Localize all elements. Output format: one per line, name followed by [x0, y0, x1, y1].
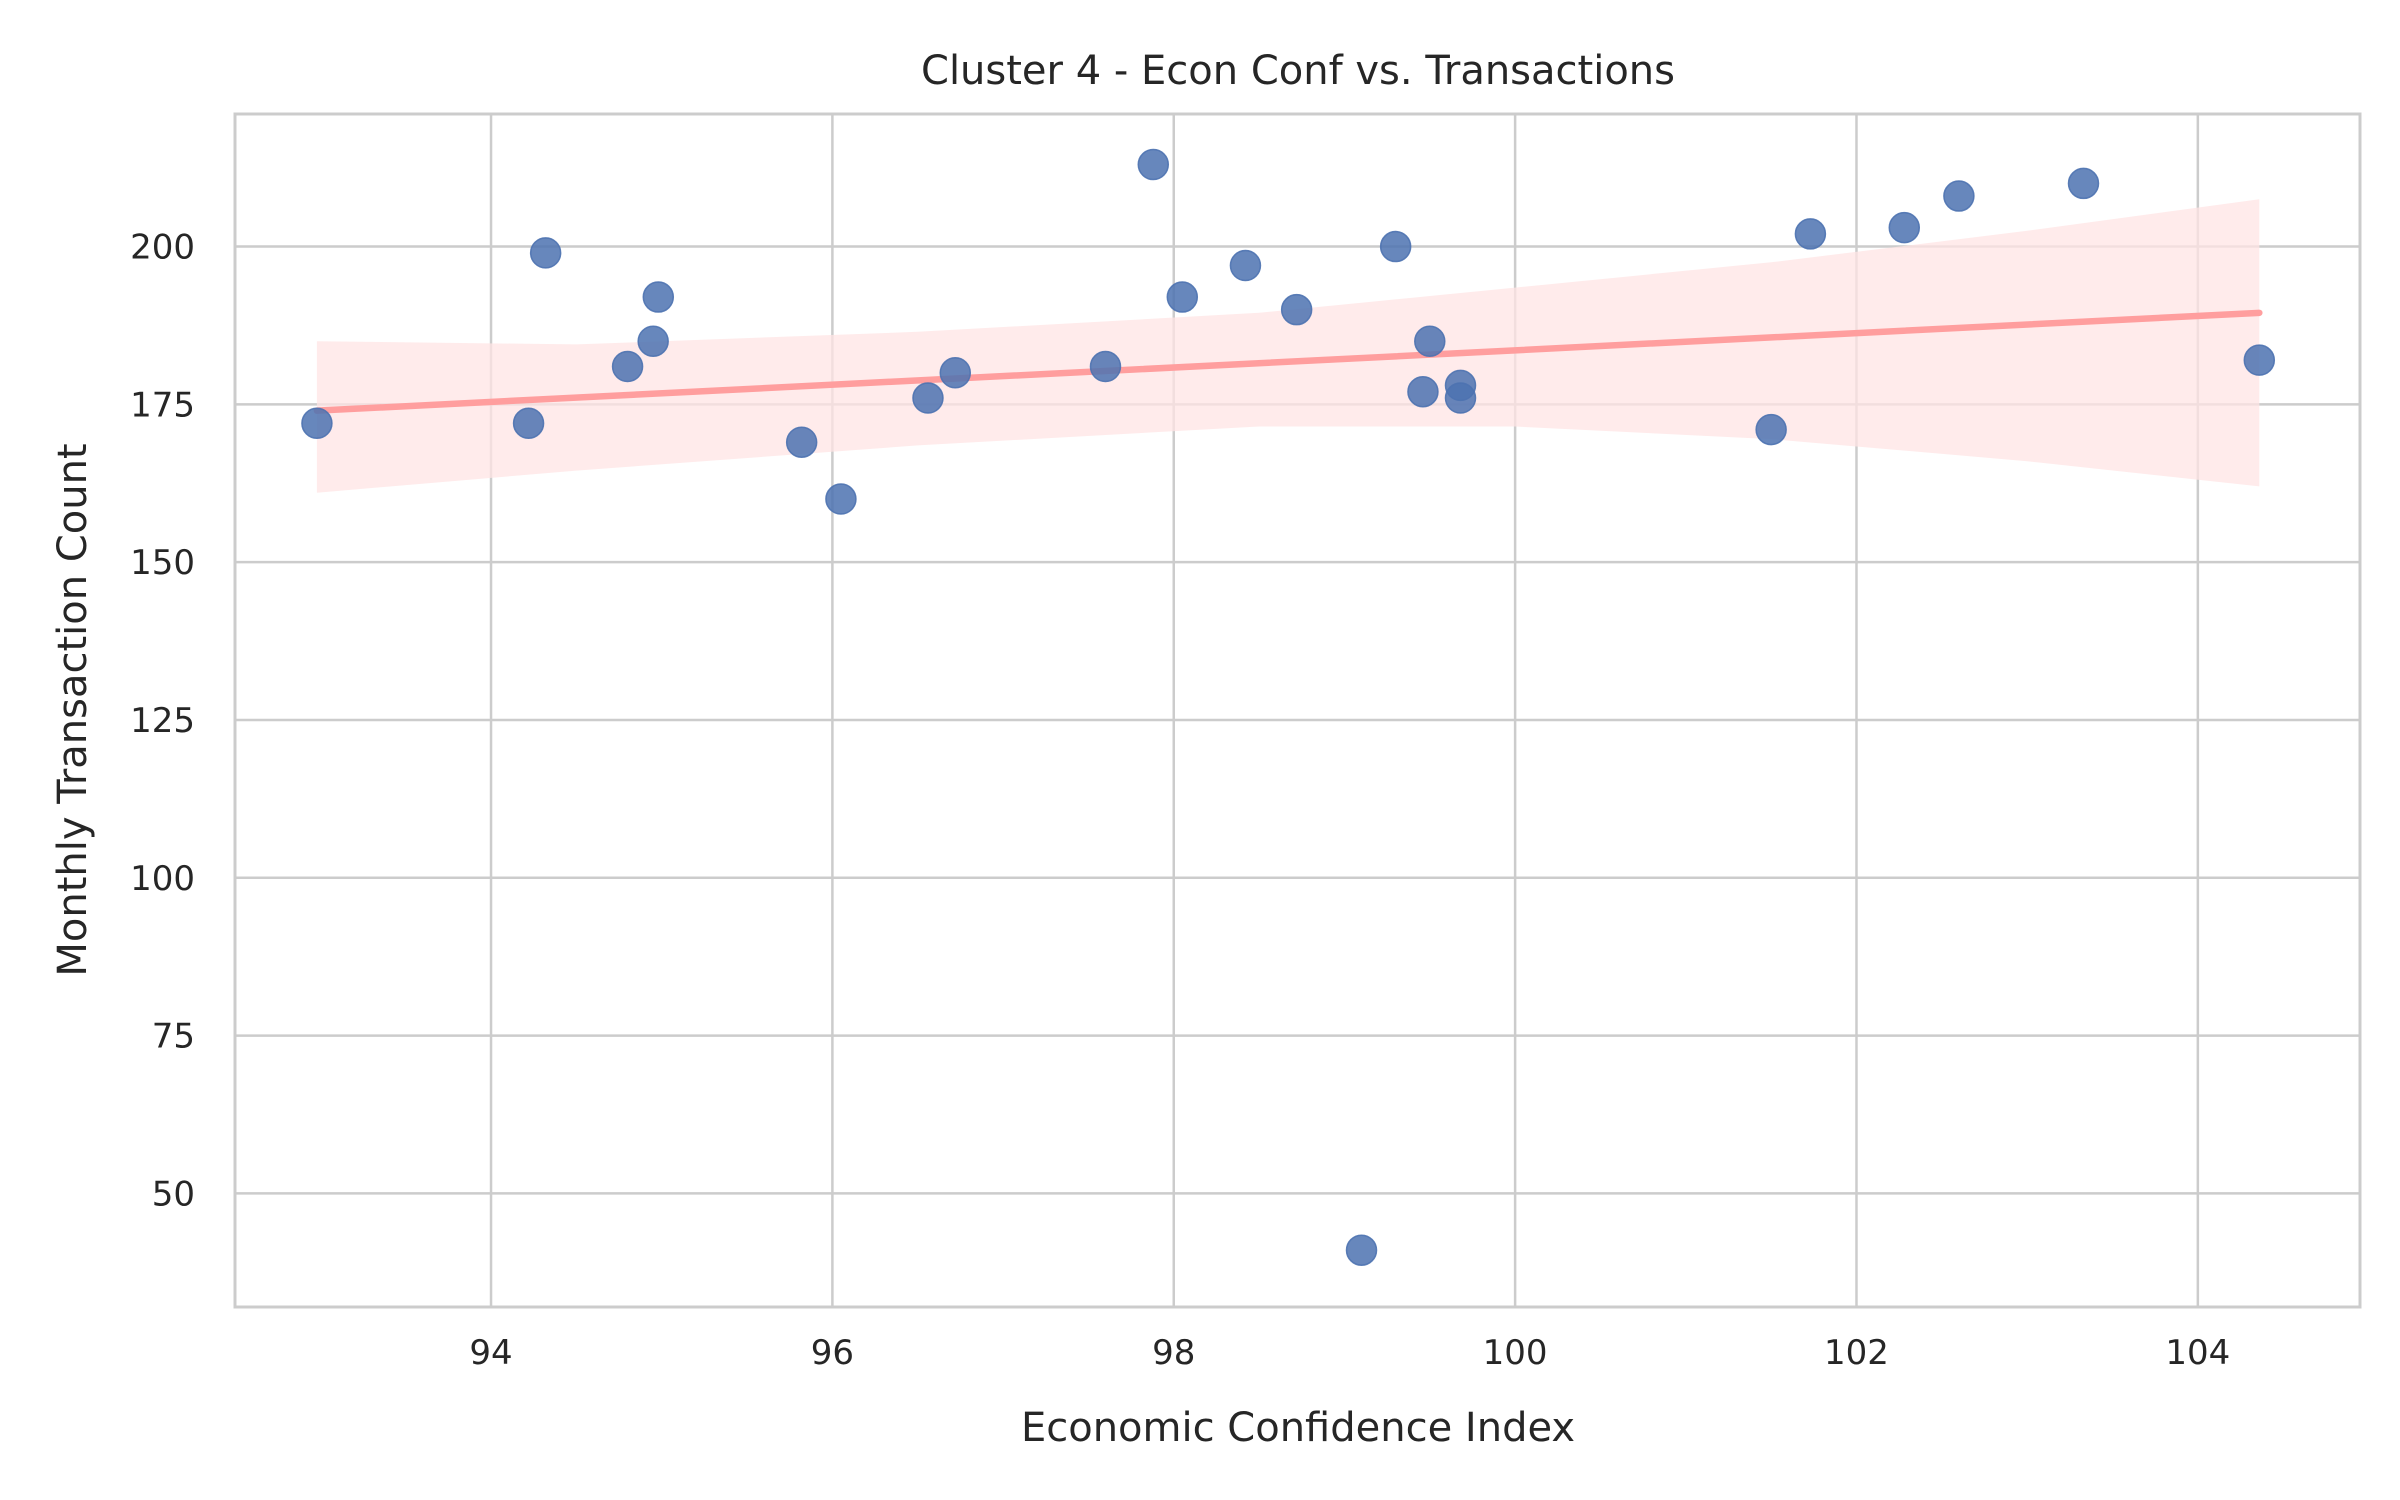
data-point — [1943, 180, 1975, 212]
data-point — [2243, 344, 2276, 376]
data-point — [1345, 1234, 1378, 1266]
data-point — [825, 483, 857, 515]
data-point — [1166, 281, 1199, 313]
data-point — [1089, 350, 1122, 383]
data-point — [1755, 413, 1787, 446]
data-point — [912, 382, 944, 414]
confidence-band-layer — [316, 199, 2260, 493]
data-point — [939, 357, 972, 389]
x-axis-label: Economic Confidence Index — [1021, 1405, 1575, 1451]
x-tick-label: 104 — [2165, 1333, 2230, 1373]
data-point — [1280, 293, 1313, 326]
data-point — [2067, 167, 2100, 200]
y-tick-labels: 50 75 100 125 150 175 200 — [130, 228, 195, 1215]
plot-frame — [233, 112, 2362, 1309]
data-point — [1414, 325, 1446, 357]
data-points — [301, 148, 2276, 1266]
data-point — [637, 325, 669, 357]
y-tick-label: 125 — [130, 701, 195, 741]
data-point — [512, 407, 545, 440]
y-tick-label: 150 — [130, 543, 195, 583]
x-tick-label: 94 — [469, 1333, 512, 1373]
data-point — [529, 237, 562, 269]
x-tick-label: 96 — [811, 1333, 854, 1373]
data-point — [1137, 148, 1170, 181]
x-tick-label: 98 — [1152, 1333, 1195, 1373]
data-point — [1794, 218, 1827, 250]
data-point — [1379, 230, 1412, 263]
regression-line-layer — [313, 309, 2263, 414]
data-point — [611, 350, 644, 383]
y-tick-label: 75 — [152, 1017, 195, 1057]
y-tick-label: 50 — [152, 1174, 195, 1214]
data-point — [301, 407, 333, 440]
data-point — [642, 281, 675, 313]
data-point — [1229, 249, 1262, 282]
x-tick-label: 100 — [1483, 1333, 1548, 1373]
y-tick-label: 200 — [130, 228, 195, 268]
data-point — [785, 426, 818, 458]
data-point — [1444, 382, 1477, 414]
data-point — [1888, 211, 1921, 244]
regression-line — [313, 309, 2263, 414]
x-tick-labels: 94 96 98 100 102 104 — [469, 1333, 2230, 1373]
chart-title: Cluster 4 - Econ Conf vs. Transactions — [921, 48, 1675, 94]
data-point — [1407, 375, 1439, 408]
y-tick-label: 100 — [130, 859, 195, 899]
y-tick-label: 175 — [130, 385, 195, 425]
confidence-band — [316, 199, 2260, 493]
y-axis-label: Monthly Transaction Count — [50, 443, 96, 976]
x-tick-label: 102 — [1824, 1333, 1889, 1373]
